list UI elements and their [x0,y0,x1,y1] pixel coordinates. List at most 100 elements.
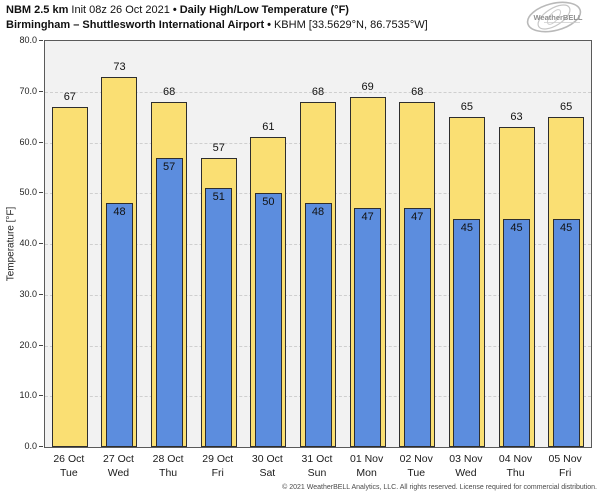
y-tick-mark [39,293,43,295]
y-tick-mark [39,90,43,92]
y-tick-mark [39,243,43,244]
y-tick-label: 50.0 [19,187,37,198]
x-tick-label: 31 Oct Sun [292,452,342,480]
y-tick-label: 10.0 [19,390,37,401]
low-value-label: 51 [212,191,225,204]
x-tick-label: 26 Oct Tue [44,452,94,480]
high-value-label: 65 [560,101,573,114]
x-tick-date: 27 Oct [102,453,134,465]
x-tick-day: Wed [455,467,477,479]
y-tick-mark [39,141,43,143]
high-value-label: 68 [162,85,176,98]
high-value-label: 67 [63,90,76,103]
x-tick-day: Fri [211,467,224,479]
x-tick-day: Sun [307,467,327,479]
x-tick-label: 30 Oct Sat [242,452,292,480]
title-station-code: KBHM [33.5629°N, 86.7535°W] [273,19,428,31]
low-bar [453,218,481,447]
x-tick-label: 04 Nov Thu [491,452,541,480]
x-tick-day: Fri [559,467,572,479]
x-tick-date: 29 Oct [202,453,234,465]
x-tick-label: 05 Nov Fri [540,452,590,480]
x-tick-label: 29 Oct Fri [193,452,243,480]
low-bar [254,193,282,447]
x-tick-date: 30 Oct [251,453,283,465]
copyright-text: © 2021 WeatherBELL Analytics, LLC. All r… [282,484,597,491]
high-value-label: 63 [510,111,523,124]
title-model: NBM 2.5 km [6,4,69,16]
low-bar [105,203,133,447]
y-tick-label: 30.0 [19,288,37,299]
x-tick-day: Mon [356,467,377,479]
x-tick-day: Sat [259,467,276,479]
low-bar [354,208,382,447]
grid-line [45,91,591,93]
x-tick-date: 01 Nov [349,453,384,465]
x-tick-label: 03 Nov Wed [441,452,491,480]
x-tick-day: Thu [159,467,178,479]
x-tick-label: 28 Oct Thu [143,452,193,480]
y-tick-mark [39,395,43,397]
chart-title: NBM 2.5 km Init 08z 26 Oct 2021 • Daily Hi… [6,3,428,33]
low-bar [205,188,233,447]
low-value-label: 47 [411,211,424,224]
title-station-name: Birmingham – Shuttlesworth International… [6,19,265,31]
plot-area: 67 73 48 68 57 57 51 61 50 68 48 69 47 68 47 65 45 63 45 65… [44,40,592,448]
y-tick-mark [39,344,43,346]
low-value-label: 48 [311,206,325,219]
low-value-label: 45 [560,221,573,234]
high-value-label: 68 [411,85,424,98]
y-tick-label: 40.0 [19,238,37,248]
x-tick-date: 28 Oct [152,453,184,465]
title-line-1: NBM 2.5 km Init 08z 26 Oct 2021 • Daily Hi… [6,3,428,18]
high-value-label: 68 [311,85,325,98]
title-product: Daily High/Low Temperature (°F) [179,4,349,16]
y-tick-label: 80.0 [19,35,37,45]
low-bar [155,157,183,447]
low-bar [304,203,332,447]
x-tick-day: Tue [407,467,426,479]
low-value-label: 47 [361,211,374,224]
title-init: Init 08z 26 Oct 2021 [71,4,170,16]
high-value-label: 65 [460,101,474,114]
subtitle-separator: • [267,19,271,31]
y-tick-label: 20.0 [19,339,37,350]
high-value-label: 73 [113,60,126,73]
x-tick-day: Wed [107,467,130,479]
high-value-label: 57 [212,141,225,154]
low-bar [403,208,431,447]
y-tick-mark [39,40,43,41]
x-tick-day: Thu [506,467,525,479]
x-tick-label: 27 Oct Wed [93,452,143,480]
x-tick-date: 04 Nov [498,453,533,465]
x-tick-date: 02 Nov [399,453,433,465]
logo-text: WeatherBELL [533,13,582,22]
high-value-label: 61 [262,121,275,134]
x-tick-label: 01 Nov Mon [342,452,392,480]
y-tick-mark [39,192,43,194]
low-value-label: 50 [262,196,275,209]
x-tick-date: 31 Oct [301,453,333,465]
y-tick-label: 0.0 [24,441,37,451]
x-tick-day: Tue [59,467,78,479]
x-tick-date: 05 Nov [548,453,582,465]
weatherbell-swirl-icon: WeatherBELL [526,1,583,33]
low-bar [503,218,531,447]
weatherbell-logo: WeatherBELL [522,1,594,39]
high-value-label: 69 [361,80,374,93]
x-tick-date: 26 Oct [53,453,85,465]
x-tick-label: 02 Nov Tue [391,452,441,480]
low-bar [552,218,580,447]
y-tick-mark [39,446,43,447]
title-line-2: Birmingham – Shuttlesworth International… [6,18,428,33]
x-tick-date: 03 Nov [449,453,483,465]
low-value-label: 45 [510,221,523,234]
y-tick-label: 60.0 [19,136,37,147]
low-value-label: 45 [460,221,474,234]
high-bar [51,106,88,447]
low-value-label: 48 [113,206,126,219]
y-tick-label: 70.0 [19,85,37,96]
title-separator: • [172,4,177,16]
low-value-label: 57 [162,160,176,173]
